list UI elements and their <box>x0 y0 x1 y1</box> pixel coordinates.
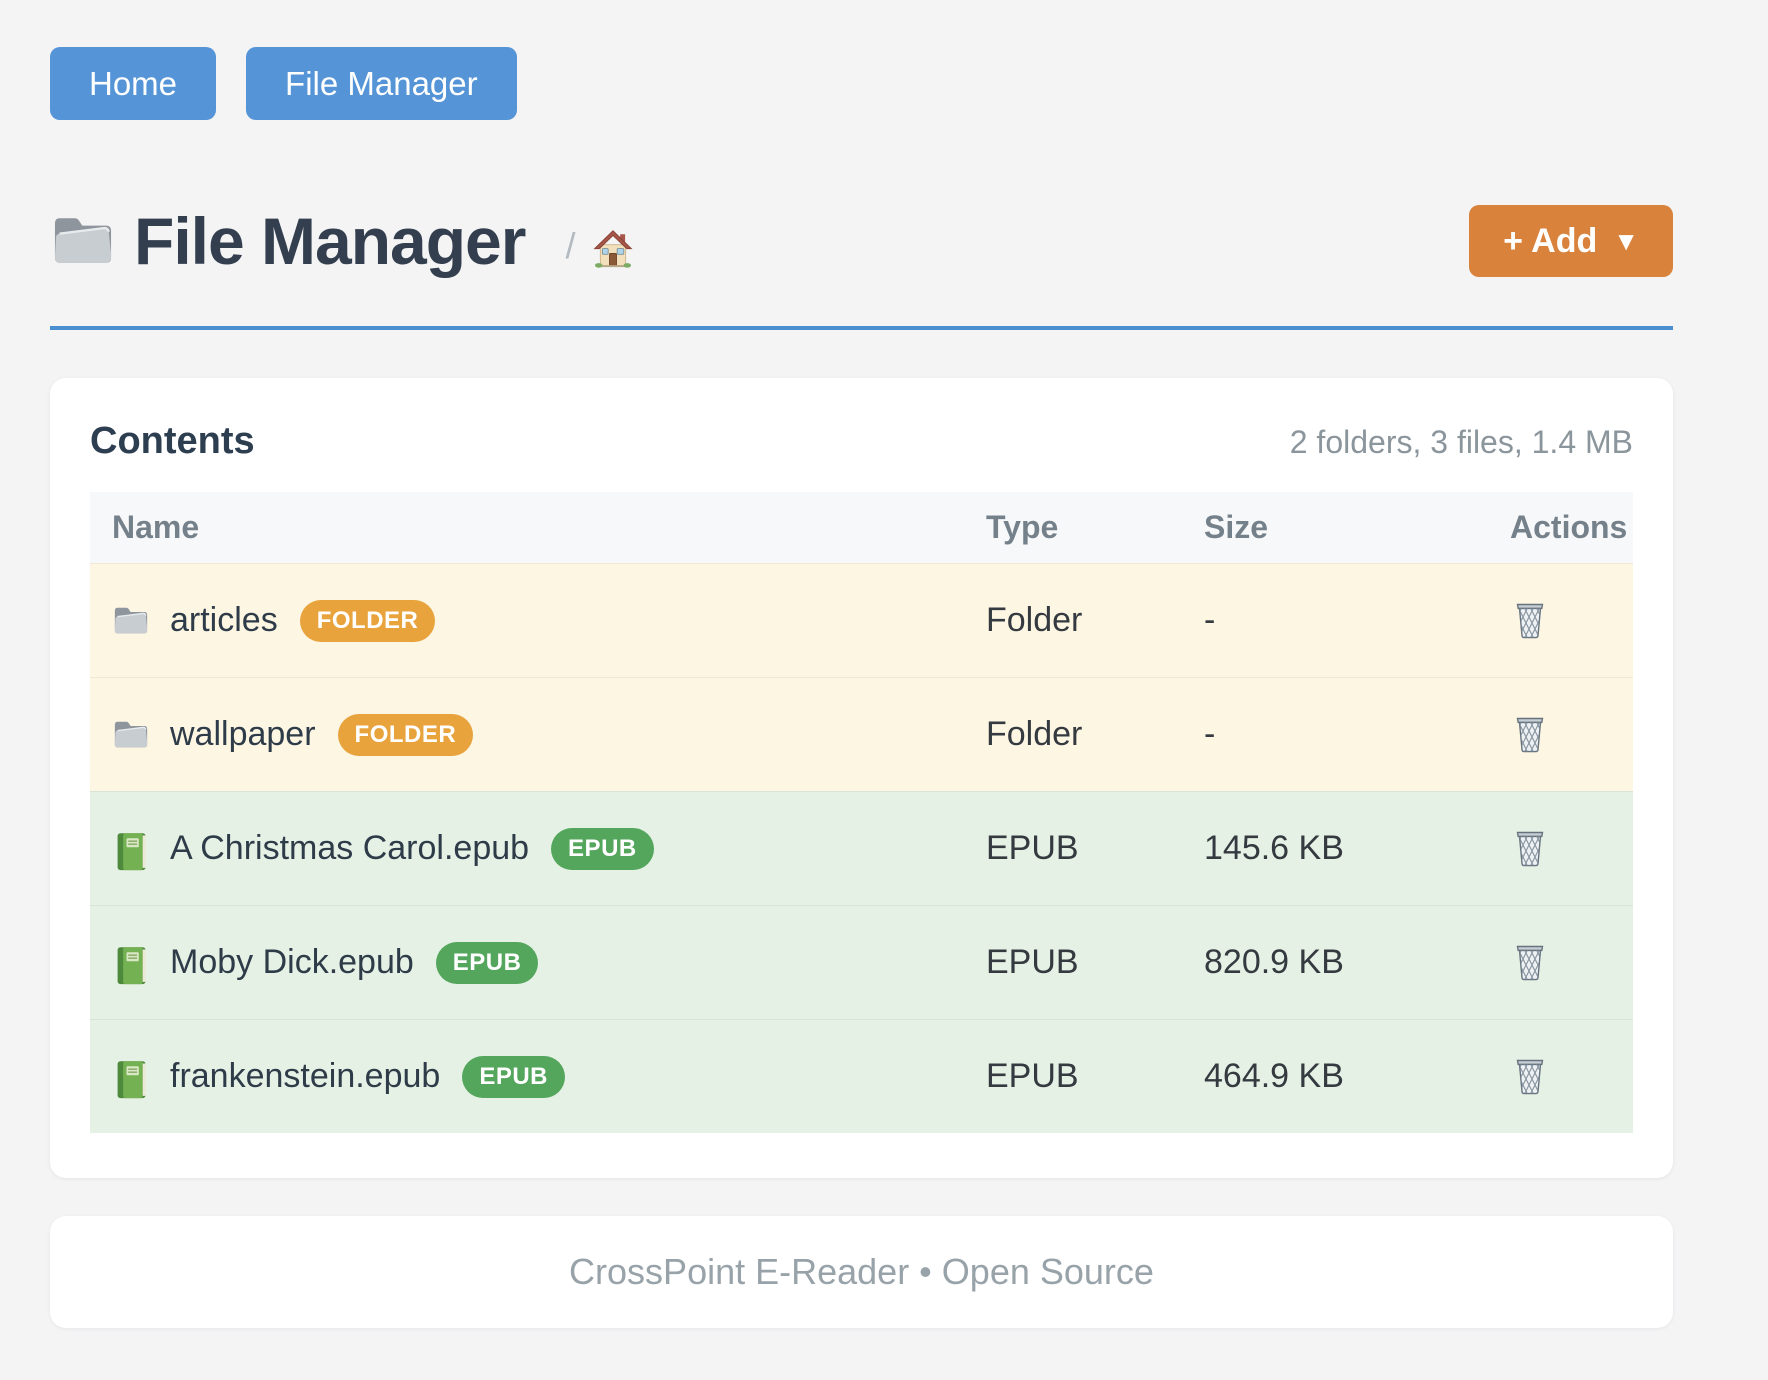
actions-cell <box>1486 713 1633 757</box>
actions-cell <box>1486 941 1633 985</box>
file-table: Name Type Size Actions articles FOLDER F… <box>90 492 1633 1133</box>
table-row[interactable]: A Christmas Carol.epub EPUB EPUB 145.6 K… <box>90 791 1633 905</box>
name-cell: frankenstein.epub EPUB <box>90 1055 982 1098</box>
type-cell: EPUB <box>986 829 1079 867</box>
file-name: Moby Dick.epub <box>170 943 414 981</box>
wastebasket-icon[interactable] <box>1510 941 1550 985</box>
add-button-label: + Add <box>1503 221 1598 260</box>
table-header-row: Name Type Size Actions <box>90 492 1633 563</box>
size-cell: 145.6 KB <box>1204 829 1344 867</box>
footer-text: CrossPoint E-Reader • Open Source <box>569 1251 1154 1292</box>
header-rule <box>50 326 1673 330</box>
actions-cell <box>1486 1055 1633 1099</box>
size-cell: - <box>1204 601 1216 639</box>
contents-card-header: Contents 2 folders, 3 files, 1.4 MB <box>90 420 1633 464</box>
add-button[interactable]: + Add ▼ <box>1469 205 1673 277</box>
top-nav: Home File Manager <box>50 0 1673 120</box>
type-cell: Folder <box>986 715 1083 753</box>
column-header-size: Size <box>1204 509 1269 545</box>
type-badge: EPUB <box>551 827 654 870</box>
name-cell: articles FOLDER <box>90 599 982 642</box>
title-group: File Manager / <box>50 203 635 279</box>
footer: CrossPoint E-Reader • Open Source <box>50 1216 1673 1328</box>
table-row[interactable]: Moby Dick.epub EPUB EPUB 820.9 KB <box>90 905 1633 1019</box>
contents-summary: 2 folders, 3 files, 1.4 MB <box>1289 424 1633 460</box>
green-book-icon <box>112 1059 150 1098</box>
column-header-actions: Actions <box>1510 509 1628 545</box>
type-badge: FOLDER <box>337 713 474 756</box>
file-name: wallpaper <box>170 715 316 753</box>
chevron-down-icon: ▼ <box>1613 225 1639 256</box>
table-row[interactable]: articles FOLDER Folder - <box>90 563 1633 677</box>
house-icon[interactable] <box>591 226 635 270</box>
wastebasket-icon[interactable] <box>1510 1055 1550 1099</box>
contents-card: Contents 2 folders, 3 files, 1.4 MB Name… <box>50 378 1673 1178</box>
type-cell: EPUB <box>986 1057 1079 1095</box>
column-header-name: Name <box>112 509 200 545</box>
actions-cell <box>1486 827 1633 871</box>
page-title: File Manager <box>134 204 526 278</box>
table-body: articles FOLDER Folder - wallpa <box>90 563 1633 1133</box>
folder-icon <box>112 717 150 753</box>
green-book-icon <box>112 945 150 984</box>
file-manager-button[interactable]: File Manager <box>246 47 517 120</box>
wastebasket-icon[interactable] <box>1510 713 1550 757</box>
size-cell: 464.9 KB <box>1204 1057 1344 1095</box>
type-badge: FOLDER <box>299 599 436 642</box>
table-row[interactable]: wallpaper FOLDER Folder - <box>90 677 1633 791</box>
actions-cell <box>1486 599 1633 643</box>
type-badge: EPUB <box>462 1055 565 1098</box>
size-cell: 820.9 KB <box>1204 943 1344 981</box>
type-badge: EPUB <box>435 941 539 984</box>
green-book-icon <box>112 831 150 870</box>
home-button[interactable]: Home <box>50 47 217 120</box>
size-cell: - <box>1204 715 1216 753</box>
file-name: articles <box>170 601 278 639</box>
folder-icon <box>112 603 150 639</box>
type-cell: Folder <box>986 601 1083 639</box>
breadcrumb-separator: / <box>565 225 576 266</box>
folder-icon <box>50 210 116 272</box>
wastebasket-icon[interactable] <box>1510 599 1550 643</box>
name-cell: Moby Dick.epub EPUB <box>90 941 982 984</box>
name-cell: A Christmas Carol.epub EPUB <box>90 827 982 870</box>
file-name: frankenstein.epub <box>170 1057 441 1095</box>
file-name: A Christmas Carol.epub <box>170 829 530 867</box>
contents-heading: Contents <box>90 420 255 462</box>
page: Home File Manager File Manager / <box>50 0 1673 1328</box>
table-row[interactable]: frankenstein.epub EPUB EPUB 464.9 KB <box>90 1019 1633 1133</box>
type-cell: EPUB <box>986 943 1079 981</box>
column-header-type: Type <box>986 509 1059 545</box>
page-header: File Manager / + Add ▼ <box>50 197 1673 285</box>
wastebasket-icon[interactable] <box>1510 827 1550 871</box>
name-cell: wallpaper FOLDER <box>90 713 982 756</box>
